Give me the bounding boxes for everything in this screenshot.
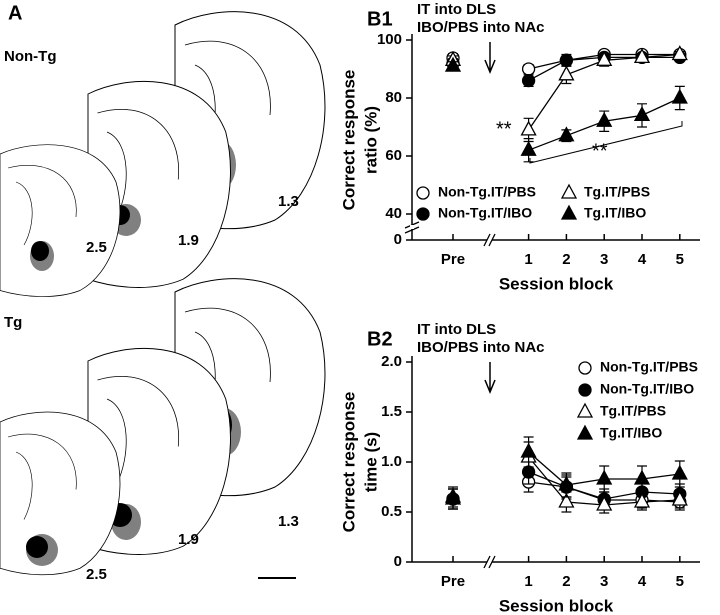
- axis-break: [483, 555, 496, 569]
- x-tick-label: 1: [524, 251, 532, 268]
- brain-sections: [0, 11, 326, 579]
- point: [521, 73, 536, 88]
- legend-marker: [578, 361, 592, 375]
- point: [671, 464, 688, 480]
- point: [633, 492, 651, 508]
- legend-label: Tg.IT/PBS: [584, 184, 650, 200]
- y-axis-label: Correct response: [339, 392, 358, 533]
- legend-label: Non-Tg.IT/IBO: [438, 205, 532, 221]
- annotation: IBO/PBS into NAc: [417, 19, 545, 36]
- legend-label: Tg.IT/IBO: [584, 205, 646, 221]
- legend-marker: [576, 402, 594, 418]
- legend-marker: [578, 383, 592, 397]
- y-tick-label: 2.0: [381, 353, 402, 370]
- point: [596, 111, 613, 127]
- y-tick-label: 40: [385, 205, 402, 222]
- bracket: [529, 121, 683, 164]
- y-tick-label: 0.5: [381, 503, 402, 520]
- point: [633, 469, 651, 485]
- legend-label: Non-Tg.IT/IBO: [600, 381, 694, 397]
- level-label: 1.9: [178, 232, 199, 249]
- significance: **: [496, 118, 512, 140]
- x-axis-label: Session block: [499, 274, 614, 293]
- annotation: IT into DLS: [417, 321, 496, 338]
- level-label: 1.3: [278, 193, 299, 210]
- point: [633, 48, 651, 64]
- x-tick-label: 1: [524, 573, 532, 590]
- y-tick-label: 0: [394, 231, 402, 248]
- y-tick-label: 100: [377, 31, 402, 48]
- significance: **: [592, 140, 608, 162]
- legend-label: Tg.IT/PBS: [600, 403, 666, 419]
- legend-marker: [560, 204, 578, 220]
- annotation: IT into DLS: [417, 1, 496, 18]
- x-tick-label: 2: [562, 251, 570, 268]
- x-tick-label: 4: [638, 573, 647, 590]
- point: [558, 65, 575, 81]
- y-axis-label: ratio (%): [361, 106, 380, 174]
- group-title: Tg: [4, 314, 22, 331]
- legend-marker: [416, 186, 430, 200]
- annotation: IBO/PBS into NAc: [417, 339, 545, 356]
- axis-gap: [487, 238, 492, 242]
- point: [558, 126, 575, 142]
- legend-label: Non-Tg.IT/PBS: [438, 184, 536, 200]
- level-label: 1.3: [278, 513, 299, 530]
- level-label: 1.9: [178, 531, 199, 548]
- point: [559, 53, 574, 67]
- panel-label: A: [8, 2, 22, 24]
- x-tick-label: 5: [676, 251, 684, 268]
- point: [444, 56, 462, 72]
- y-tick-label: 1.0: [381, 453, 402, 470]
- x-tick-label: 3: [600, 573, 608, 590]
- y-axis-label: Correct response: [339, 70, 358, 211]
- x-tick-label: Pre: [441, 251, 465, 268]
- y-tick-label: 80: [385, 89, 402, 106]
- x-tick-label: 2: [562, 573, 570, 590]
- panel-label: B1: [367, 8, 393, 30]
- legend-marker: [560, 183, 578, 199]
- point: [521, 62, 536, 76]
- x-tick-label: 4: [638, 251, 647, 268]
- x-tick-label: 3: [600, 251, 608, 268]
- legend-marker: [416, 207, 430, 221]
- y-axis-label: time (s): [361, 432, 380, 492]
- y-tick-label: 0: [394, 553, 402, 570]
- panel-label: B2: [367, 328, 393, 350]
- point: [444, 489, 462, 505]
- point: [671, 88, 688, 104]
- point: [520, 120, 537, 136]
- point: [520, 140, 537, 156]
- arrow: [484, 42, 496, 74]
- y-tick-label: 1.5: [381, 403, 402, 420]
- axis-gap: [410, 225, 414, 229]
- legend-marker: [576, 424, 594, 440]
- point: [671, 490, 688, 506]
- y-tick-label: 60: [385, 147, 402, 164]
- axis-break: [483, 233, 496, 247]
- x-tick-label: Pre: [441, 573, 465, 590]
- point: [558, 475, 575, 491]
- level-label: 2.5: [86, 566, 107, 583]
- x-tick-label: 5: [676, 573, 684, 590]
- point: [520, 442, 537, 458]
- x-axis-label: Session block: [499, 596, 614, 615]
- point: [671, 45, 688, 61]
- point: [558, 492, 575, 508]
- legend-label: Non-Tg.IT/PBS: [600, 359, 698, 375]
- point: [633, 106, 651, 122]
- point: [596, 50, 613, 66]
- point: [596, 495, 613, 511]
- level-label: 2.5: [86, 239, 107, 256]
- legend-label: Tg.IT/IBO: [600, 425, 662, 441]
- point: [596, 469, 613, 485]
- arrow: [484, 362, 496, 394]
- group-title: Non-Tg: [4, 48, 56, 65]
- axis-gap: [487, 560, 492, 564]
